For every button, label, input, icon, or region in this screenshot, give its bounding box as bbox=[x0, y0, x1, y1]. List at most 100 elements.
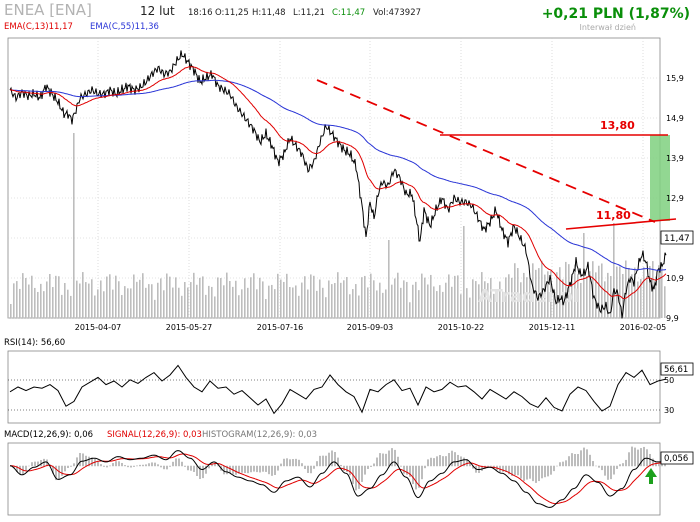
histogram-bar bbox=[604, 465, 606, 476]
volume-bar bbox=[529, 277, 531, 318]
histogram-bar bbox=[118, 461, 120, 467]
volume-bar bbox=[286, 273, 288, 318]
legend-histogram: HISTOGRAM(12,26,9): 0,03 bbox=[202, 430, 317, 440]
histogram-bar bbox=[280, 463, 282, 467]
histogram-bar bbox=[538, 465, 540, 482]
histogram-bar bbox=[655, 462, 657, 467]
volume-bar bbox=[58, 276, 60, 318]
histogram-bar bbox=[424, 465, 426, 469]
volume-bar bbox=[139, 279, 141, 318]
histogram-bar bbox=[175, 458, 177, 467]
volume-bar bbox=[352, 289, 354, 318]
volume-bar bbox=[271, 284, 273, 318]
volume-bar bbox=[109, 274, 111, 318]
histogram-bar bbox=[367, 465, 369, 470]
histogram-bar bbox=[391, 448, 393, 467]
histogram-bar bbox=[304, 465, 306, 470]
volume-bar bbox=[391, 284, 393, 318]
volume-bar bbox=[364, 275, 366, 318]
volume-bar bbox=[265, 299, 267, 318]
volume-bar bbox=[340, 282, 342, 318]
histogram-bar bbox=[553, 465, 555, 472]
volume-bar bbox=[259, 277, 261, 318]
histogram-bar bbox=[511, 465, 513, 476]
volume-bar bbox=[289, 286, 291, 318]
histogram-bar bbox=[547, 465, 549, 477]
volume-bar bbox=[70, 295, 72, 318]
histogram-bar bbox=[346, 465, 348, 472]
histogram-bar bbox=[466, 459, 468, 467]
volume-bar bbox=[232, 286, 234, 318]
volume-bar bbox=[454, 275, 456, 318]
histogram-bar bbox=[238, 465, 240, 474]
histogram-bar bbox=[172, 461, 174, 467]
header-low: L:11,21 bbox=[293, 8, 325, 18]
volume-bar bbox=[496, 291, 498, 318]
histogram-bar bbox=[211, 463, 213, 467]
histogram-bar bbox=[262, 465, 264, 472]
histogram-bar bbox=[322, 455, 324, 467]
histogram-bar bbox=[244, 465, 246, 473]
macd-value-box bbox=[660, 451, 694, 465]
up-arrow-icon bbox=[645, 468, 657, 484]
volume-bar bbox=[295, 285, 297, 318]
rsi-panel-frame bbox=[7, 350, 661, 424]
volume-bar bbox=[640, 278, 642, 318]
histogram-bar bbox=[154, 462, 156, 467]
volume-bar bbox=[223, 285, 225, 318]
price-x-tick: 2015-05-27 bbox=[166, 323, 213, 332]
volume-bar bbox=[28, 284, 30, 318]
histogram-bar bbox=[625, 459, 627, 467]
histogram-bar bbox=[358, 465, 360, 489]
volume-bar bbox=[322, 287, 324, 318]
histogram-bar bbox=[652, 458, 654, 467]
volume-bar bbox=[241, 289, 243, 318]
histogram-bar bbox=[151, 462, 153, 467]
histogram-bar bbox=[130, 465, 132, 468]
histogram-bar bbox=[445, 456, 447, 467]
histogram-bar bbox=[142, 464, 144, 467]
volume-bar bbox=[637, 281, 639, 318]
histogram-bar bbox=[196, 465, 198, 477]
volume-bar bbox=[133, 274, 135, 318]
histogram-bar bbox=[187, 465, 189, 471]
histogram-bar bbox=[214, 462, 216, 467]
volume-bar bbox=[412, 284, 414, 318]
volume-bar bbox=[34, 287, 36, 318]
histogram-bar bbox=[229, 465, 231, 474]
histogram-bar bbox=[307, 465, 309, 473]
ticker-title: ENEA [ENA] bbox=[4, 1, 92, 19]
histogram-bar bbox=[529, 465, 531, 479]
histogram-bar bbox=[544, 465, 546, 478]
histogram-bar bbox=[532, 465, 534, 482]
histogram-bar bbox=[382, 453, 384, 467]
volume-bar bbox=[370, 273, 372, 318]
header-close: C:11,47 bbox=[332, 8, 365, 18]
legend-signal: SIGNAL(12,26,9): 0,03 bbox=[107, 430, 202, 440]
price-x-tick: 2015-10-22 bbox=[438, 323, 485, 332]
volume-bar bbox=[424, 277, 426, 318]
header-date: 12 lut bbox=[140, 4, 175, 18]
volume-bar bbox=[76, 280, 78, 318]
histogram-bar bbox=[64, 465, 66, 472]
histogram-bar bbox=[268, 465, 270, 475]
volume-bar bbox=[229, 280, 231, 318]
histogram-bar bbox=[412, 465, 414, 485]
histogram-bar bbox=[250, 465, 252, 473]
volume-bar bbox=[658, 265, 660, 318]
volume-bar bbox=[166, 273, 168, 318]
volume-bar bbox=[583, 233, 585, 318]
histogram-bar bbox=[19, 465, 21, 475]
volume-bar bbox=[121, 295, 123, 318]
price-panel-frame bbox=[7, 37, 661, 319]
histogram-bar bbox=[400, 465, 402, 467]
histogram-bar bbox=[589, 454, 591, 467]
histogram-bar bbox=[112, 463, 114, 467]
histogram-bar bbox=[601, 465, 603, 471]
histogram-bar bbox=[388, 450, 390, 467]
histogram-bar bbox=[397, 456, 399, 467]
histogram-bar bbox=[184, 465, 186, 467]
volume-bar bbox=[538, 268, 540, 318]
histogram-bar bbox=[106, 465, 108, 468]
